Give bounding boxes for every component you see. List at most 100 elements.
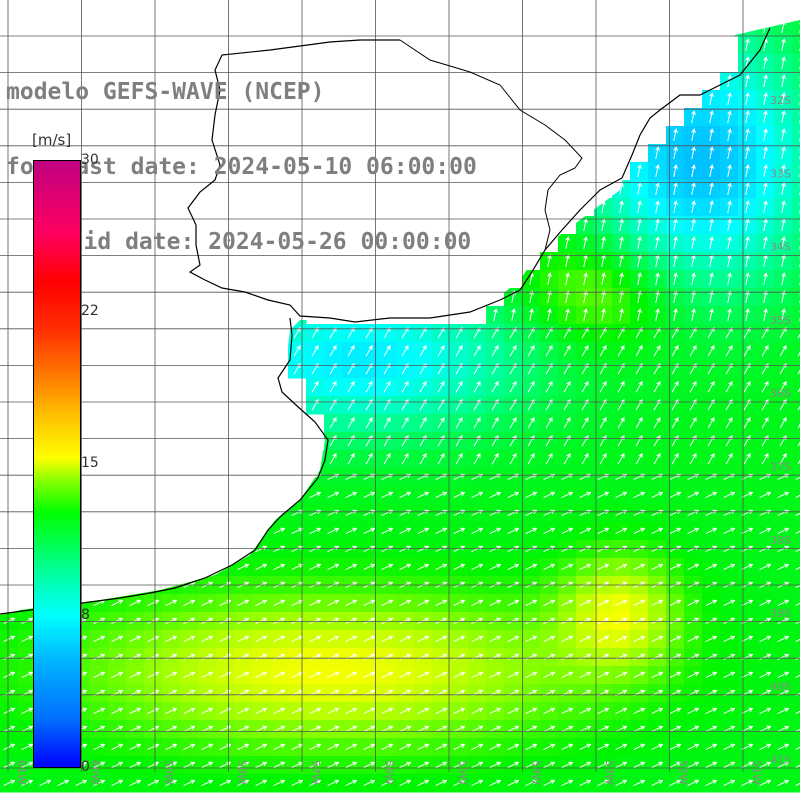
axis-labels: 61W 60W 59W 58W 57W 56W 55W 54W 53W 52W 51W 32S 33S 3… (15, 94, 791, 785)
wind-arrow (777, 671, 790, 679)
wind-arrow (655, 236, 660, 249)
wind-arrow (273, 671, 286, 679)
wind-arrow (491, 344, 499, 357)
wind-arrow (561, 527, 574, 535)
wind-arrow (435, 491, 448, 499)
wind-arrow (561, 707, 574, 715)
wind-arrow (727, 272, 732, 285)
wind-arrow (311, 380, 319, 393)
wind-arrow (579, 563, 592, 571)
wind-arrow (651, 743, 664, 751)
wind-arrow (777, 617, 790, 625)
wind-arrow (601, 254, 606, 267)
wind-arrow (761, 380, 769, 393)
wind-arrow (471, 563, 484, 571)
wind-arrow (687, 599, 700, 607)
wind-arrow (147, 617, 160, 625)
wind-arrow (381, 617, 394, 625)
wind-arrow (381, 779, 394, 787)
wind-arrow (777, 725, 790, 733)
wind-arrow (543, 779, 556, 787)
field-cell (792, 504, 800, 523)
wind-arrow (563, 344, 571, 357)
wind-arrow (745, 308, 750, 321)
wind-arrow (579, 671, 592, 679)
wind-arrow (489, 707, 502, 715)
wind-arrow (777, 527, 790, 535)
wind-arrow (777, 653, 790, 661)
wind-arrow (381, 671, 394, 679)
wind-arrow (655, 200, 660, 213)
wind-arrow (417, 779, 430, 787)
wind-arrow (453, 743, 466, 751)
wind-arrow (635, 452, 643, 465)
wind-arrow (345, 707, 358, 715)
wind-arrow (147, 761, 160, 769)
wind-arrow (671, 380, 679, 393)
wind-arrow (795, 584, 800, 589)
wind-arrow (147, 671, 160, 679)
wind-arrow (691, 110, 696, 123)
wind-arrow (781, 56, 786, 69)
wind-arrow (615, 599, 628, 607)
wind-arrow (509, 452, 517, 465)
wind-arrow (399, 599, 412, 607)
wind-arrow (777, 563, 790, 571)
wind-arrow (129, 779, 142, 787)
wind-arrow (417, 617, 430, 625)
wind-arrow (691, 308, 696, 321)
wind-arrow (255, 599, 268, 607)
wind-arrow (165, 599, 178, 607)
wind-arrow (201, 743, 214, 751)
wind-arrow (691, 272, 696, 285)
wind-arrow (655, 182, 660, 195)
wind-arrow (309, 725, 322, 733)
wind-arrow (237, 725, 250, 733)
wind-arrow (705, 563, 718, 571)
wind-arrow (489, 671, 502, 679)
wind-arrow (545, 380, 553, 393)
wind-arrow (3, 635, 16, 643)
wind-arrow (309, 635, 322, 643)
wind-arrow (419, 452, 427, 465)
wind-arrow (669, 779, 682, 787)
wind-arrow (617, 398, 625, 411)
wind-arrow (691, 146, 696, 159)
wind-arrow (561, 653, 574, 661)
wind-arrow (651, 707, 664, 715)
wind-arrow (727, 236, 732, 249)
wind-arrow (383, 344, 391, 357)
wind-arrow (579, 761, 592, 769)
wind-arrow (201, 707, 214, 715)
wind-arrow (417, 491, 430, 499)
wind-arrow (759, 671, 772, 679)
wind-arrow (673, 128, 678, 141)
wind-arrow (473, 380, 481, 393)
wind-arrow (345, 743, 358, 751)
wind-arrow (329, 416, 337, 429)
wind-arrow (795, 674, 800, 679)
wind-arrow (673, 254, 678, 267)
wind-arrow (273, 743, 286, 751)
wind-arrow (543, 743, 556, 751)
wind-arrow (201, 617, 214, 625)
wind-arrow (309, 491, 322, 499)
wind-arrow (655, 254, 660, 267)
wind-arrow (291, 653, 304, 661)
wind-arrow (689, 398, 697, 411)
wind-arrow (273, 599, 286, 607)
wind-arrow (507, 725, 520, 733)
wind-arrow (687, 707, 700, 715)
wind-arrow (705, 635, 718, 643)
wind-arrow (795, 710, 800, 715)
wind-arrow (689, 344, 697, 357)
wind-arrow (779, 452, 787, 465)
lat-label: 37S (770, 461, 791, 474)
wind-arrow (599, 344, 607, 357)
wind-arrow (489, 635, 502, 643)
wind-arrow (759, 491, 772, 499)
wind-arrow (671, 398, 679, 411)
lat-label: 38S (770, 534, 791, 547)
wind-arrow (669, 491, 682, 499)
wind-arrow (781, 92, 786, 105)
